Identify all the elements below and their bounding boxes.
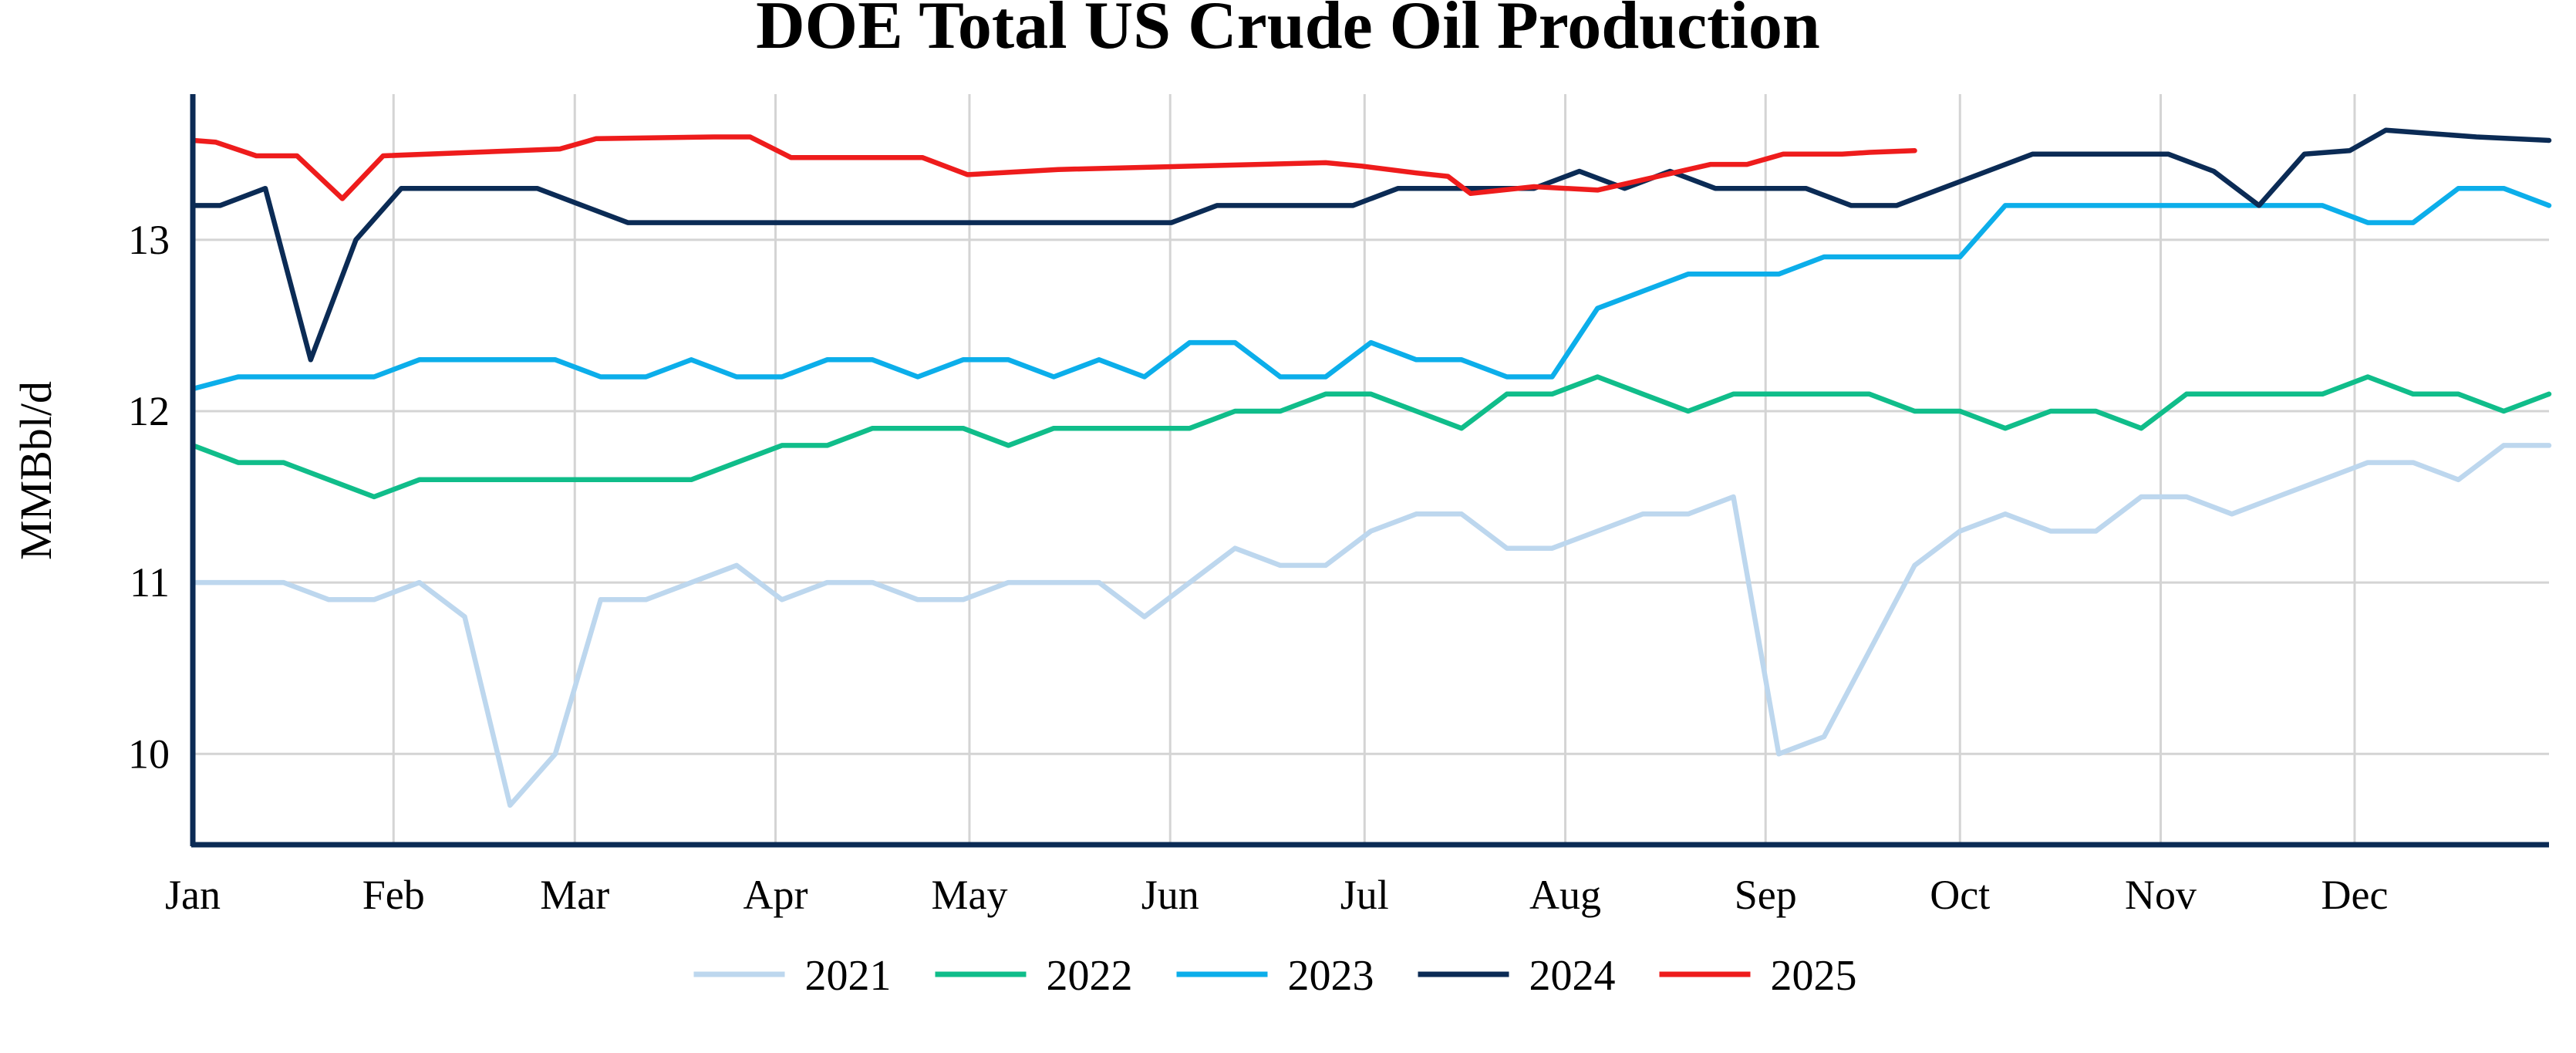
chart-title: DOE Total US Crude Oil Production — [756, 0, 1820, 63]
x-tick-label: Sep — [1735, 872, 1797, 918]
tick-labels: 10 11 12 13 Jan Feb Mar Apr May Jun Jul Aug Sep Oct No… — [128, 217, 2388, 918]
x-tick-label: Mar — [540, 872, 609, 918]
y-tick-label: 11 — [130, 559, 170, 606]
x-tick-label: Nov — [2125, 872, 2197, 918]
legend-label-2023: 2023 — [1288, 952, 1374, 1000]
y-tick-label: 12 — [128, 388, 170, 434]
series-lines — [190, 127, 2552, 808]
legend-label-2022: 2022 — [1047, 952, 1133, 1000]
legend-label-2021: 2021 — [805, 952, 892, 1000]
series-line-2022 — [190, 374, 2552, 500]
x-tick-label: Aug — [1529, 872, 1601, 918]
x-tick-label: Jul — [1340, 872, 1389, 918]
y-tick-label: 13 — [128, 217, 170, 263]
series-line-2024 — [190, 127, 2552, 363]
legend-label-2024: 2024 — [1529, 952, 1616, 1000]
x-tick-label: Jan — [165, 872, 221, 918]
series-line-2021 — [190, 443, 2552, 808]
x-tick-label: Feb — [362, 872, 425, 918]
axes — [190, 94, 2549, 848]
x-tick-label: Jun — [1141, 872, 1199, 918]
x-tick-label: Oct — [1930, 872, 1990, 918]
y-axis-label: MMBbl/d — [11, 381, 61, 560]
x-tick-label: Apr — [743, 872, 808, 918]
series-line-2025 — [190, 134, 1917, 201]
y-tick-label: 10 — [128, 731, 170, 777]
grid-lines — [193, 94, 2549, 845]
legend-label-2025: 2025 — [1771, 952, 1857, 1000]
series-line-2023 — [190, 185, 2552, 392]
x-tick-label: May — [931, 872, 1007, 918]
legend: 2021 2022 2023 2024 2025 — [693, 952, 1857, 1000]
x-tick-label: Dec — [2321, 872, 2388, 918]
